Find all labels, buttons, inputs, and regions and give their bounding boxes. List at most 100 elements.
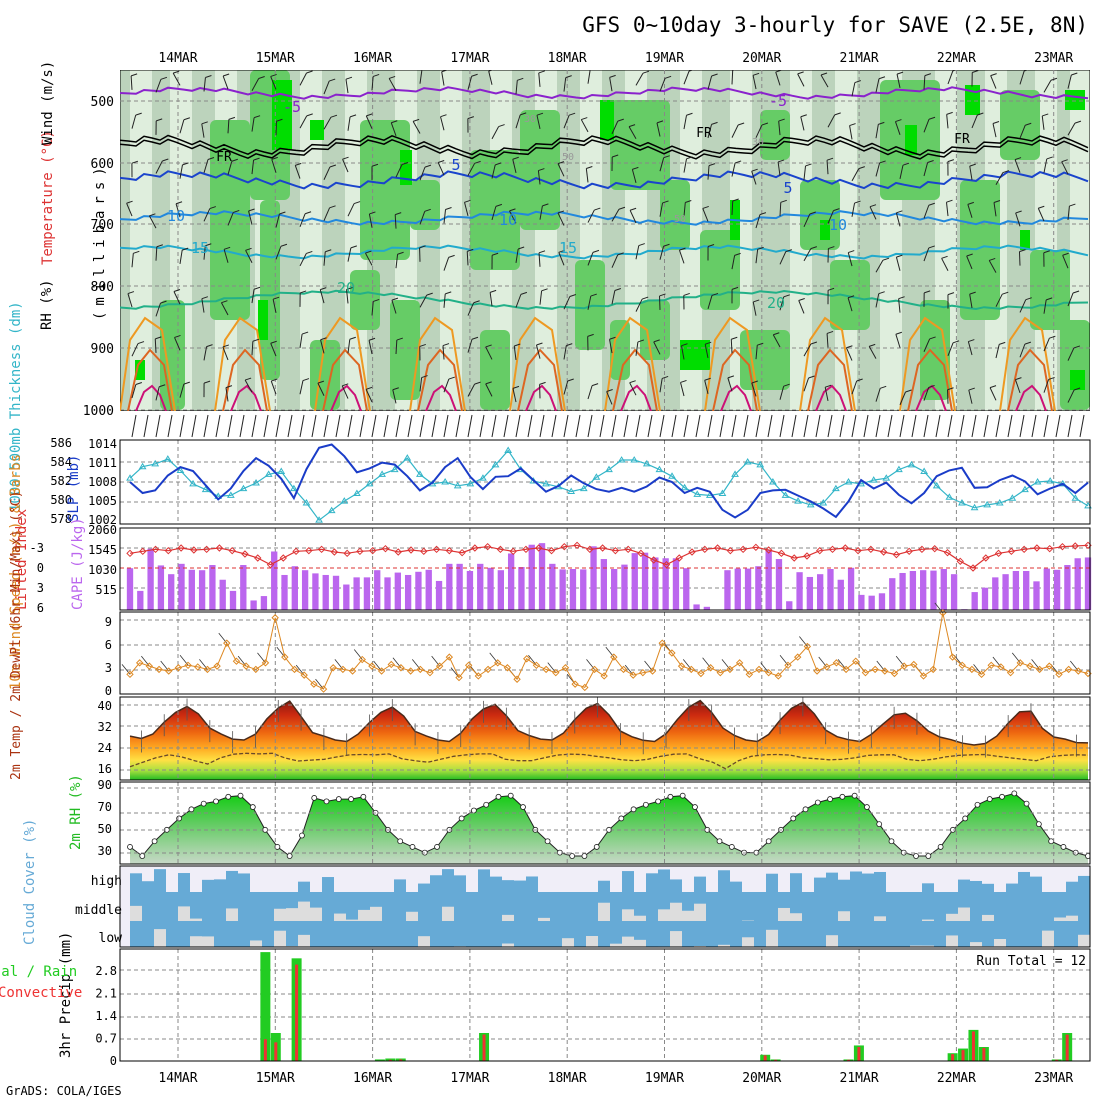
cape-bar: [250, 600, 257, 610]
li-point: [994, 549, 1003, 558]
wind-barb-flag: [464, 199, 471, 203]
cloud-gap-bar: [994, 939, 1006, 947]
wind-barb-flag: [797, 71, 804, 75]
wind-barb: [707, 75, 713, 90]
wind-barb: [345, 79, 349, 94]
rh-dry-column: [730, 70, 752, 411]
wind-barb-flag: [929, 336, 936, 340]
wind-barb-flag: [509, 208, 516, 212]
wind-barb-flag: [419, 343, 426, 347]
wind-barb-flag: [952, 70, 958, 72]
surface-barb: [923, 414, 929, 438]
cape-bar: [981, 587, 989, 610]
wind-barb-flag: [968, 387, 975, 391]
li-point: [982, 554, 990, 562]
wind10-point: [958, 661, 966, 670]
wind-barb-flag: [751, 380, 758, 384]
cape-bar: [219, 579, 226, 610]
wind-barb-flag: [732, 198, 739, 202]
contour-30: [417, 348, 463, 411]
wind-barb-flag: [330, 114, 338, 118]
wind-barb: [875, 124, 879, 139]
date-label-bottom: 21MAR: [840, 1071, 879, 1086]
rh-point: [962, 815, 969, 822]
wind-barb: [653, 341, 661, 355]
surface-barb: [1079, 414, 1085, 438]
wind-barb-flag: [711, 292, 719, 296]
li-point: [330, 548, 339, 556]
precip-conv-bar: [295, 964, 299, 1061]
cloud-high-bar: [202, 879, 214, 892]
rh-moist-area: [410, 180, 440, 230]
panel-frame: [119, 611, 1091, 695]
wind-barb: [299, 72, 307, 86]
wind-barb: [797, 73, 805, 87]
rh-point: [581, 853, 588, 859]
cape-bar: [507, 553, 515, 610]
wind10-tick: 9: [105, 615, 112, 629]
thickness-point: [138, 462, 147, 470]
wind-barb-flag: [977, 112, 984, 116]
wind-barb: [127, 293, 133, 308]
rh-moist-area: [960, 180, 1000, 320]
rh-saturated-area: [600, 100, 614, 140]
li-point: [918, 545, 926, 554]
wind10-point: [126, 670, 134, 679]
date-label-top: 20MAR: [742, 51, 781, 66]
cape-bar: [394, 572, 401, 610]
wind-barb-flag: [320, 337, 327, 341]
wind-barb-flag: [271, 378, 278, 382]
cloud-gap-bar: [670, 931, 682, 947]
wind-barb: [155, 160, 163, 174]
wind-barb: [270, 76, 277, 90]
wind-barb-flag: [993, 200, 1001, 203]
wind-barb-flag: [471, 336, 479, 340]
thickness-point: [630, 456, 639, 463]
ylabel-cape: CAPE (J/kg): [70, 517, 86, 610]
contour-label-20: 20: [337, 279, 355, 297]
rh-2m-panel: 90 70 50 30: [98, 778, 1091, 865]
wind-barb-flag: [491, 252, 499, 256]
wind-barb: [130, 75, 133, 90]
wind-barb: [437, 162, 445, 176]
precip-conv-bar: [263, 1039, 267, 1061]
wind-barb-flag: [778, 118, 785, 122]
wind-barb-flag: [391, 120, 398, 124]
wind-barb-flag: [353, 201, 361, 205]
wind-barb-flag: [878, 76, 886, 80]
wind-barb: [271, 159, 277, 173]
wind10-point: [774, 672, 783, 680]
wind10-point: [610, 653, 618, 661]
cape-bar: [538, 543, 546, 610]
surface-barb: [695, 414, 701, 438]
cape-bar: [734, 568, 741, 610]
surface-barb: [551, 414, 557, 438]
wind-barb-flag: [638, 243, 645, 247]
cloud-high-bar: [970, 880, 982, 892]
wind-barb: [827, 210, 834, 224]
cape-bar: [662, 558, 669, 610]
wind-barb: [683, 70, 690, 85]
surface-barb: [467, 414, 473, 438]
cloud-high-bar: [1018, 871, 1030, 892]
wind-barb-flag: [809, 211, 816, 215]
wind-barb: [515, 248, 519, 263]
cloud-high-bar: [922, 883, 934, 892]
cape-bar: [889, 578, 896, 610]
wind-barb: [895, 257, 901, 271]
wind-barb: [898, 298, 901, 313]
cloud-gap-bar: [370, 906, 382, 921]
wind-barb: [251, 78, 260, 92]
wind-barb-flag: [252, 338, 260, 342]
wind-barb-flag: [342, 156, 349, 160]
li-tick: 6: [37, 601, 44, 615]
wind-barb-flag: [302, 378, 310, 382]
wind-barb-flag: [586, 166, 593, 169]
cloud-gap-bar: [286, 908, 298, 921]
ylabel-thickness: 1000-500mb Thickness (dm): [8, 301, 24, 512]
wind-barb-flag: [225, 385, 233, 389]
cloud-high-bar: [226, 870, 238, 892]
rh-point: [249, 804, 256, 810]
li-point: [190, 546, 198, 554]
wind-barb-flag: [895, 119, 902, 123]
